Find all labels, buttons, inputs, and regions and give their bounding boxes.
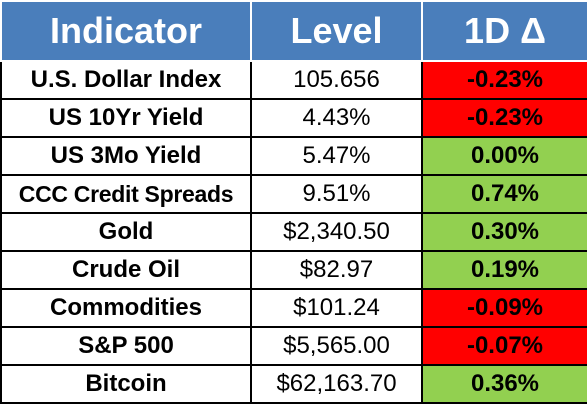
- indicator-change: 0.19%: [421, 250, 587, 290]
- table-row: Commodities $101.24 -0.09%: [0, 288, 587, 328]
- indicator-name: Commodities: [0, 288, 252, 328]
- indicator-change: -0.23%: [421, 98, 587, 138]
- indicator-name: Bitcoin: [0, 364, 252, 404]
- level-column-header: Level: [250, 0, 423, 62]
- indicator-name: Crude Oil: [0, 250, 252, 290]
- indicator-change: 0.00%: [421, 136, 587, 176]
- indicator-name: S&P 500: [0, 326, 252, 366]
- indicator-change: 0.36%: [421, 364, 587, 404]
- indicator-level: $101.24: [250, 288, 423, 328]
- table-row: Bitcoin $62,163.70 0.36%: [0, 364, 587, 404]
- table-row: US 10Yr Yield 4.43% -0.23%: [0, 98, 587, 138]
- change-column-header: 1D Δ: [421, 0, 587, 62]
- indicator-level: $2,340.50: [250, 212, 423, 252]
- indicator-column-header: Indicator: [0, 0, 252, 62]
- indicator-change: 0.74%: [421, 174, 587, 214]
- table-row: Gold $2,340.50 0.30%: [0, 212, 587, 252]
- table-body: U.S. Dollar Index 105.656 -0.23% US 10Yr…: [0, 60, 587, 404]
- indicator-change: -0.23%: [421, 60, 587, 100]
- indicator-level: 5.47%: [250, 136, 423, 176]
- table-row: Crude Oil $82.97 0.19%: [0, 250, 587, 290]
- indicator-name: U.S. Dollar Index: [0, 60, 252, 100]
- indicator-level: 4.43%: [250, 98, 423, 138]
- indicator-level: $62,163.70: [250, 364, 423, 404]
- indicator-change: 0.30%: [421, 212, 587, 252]
- table-row: U.S. Dollar Index 105.656 -0.23%: [0, 60, 587, 100]
- table-row: CCC Credit Spreads 9.51% 0.74%: [0, 174, 587, 214]
- table-header: Indicator Level 1D Δ: [0, 0, 587, 62]
- header-row: Indicator Level 1D Δ: [0, 0, 587, 62]
- indicator-level: $82.97: [250, 250, 423, 290]
- indicator-level: 9.51%: [250, 174, 423, 214]
- indicator-change: -0.09%: [421, 288, 587, 328]
- indicator-level: $5,565.00: [250, 326, 423, 366]
- indicator-change: -0.07%: [421, 326, 587, 366]
- indicator-name: US 3Mo Yield: [0, 136, 252, 176]
- table-row: S&P 500 $5,565.00 -0.07%: [0, 326, 587, 366]
- indicator-name: CCC Credit Spreads: [0, 174, 252, 214]
- indicator-name: Gold: [0, 212, 252, 252]
- indicator-name: US 10Yr Yield: [0, 98, 252, 138]
- market-indicators-table: Indicator Level 1D Δ U.S. Dollar Index 1…: [0, 0, 587, 404]
- table-row: US 3Mo Yield 5.47% 0.00%: [0, 136, 587, 176]
- indicator-level: 105.656: [250, 60, 423, 100]
